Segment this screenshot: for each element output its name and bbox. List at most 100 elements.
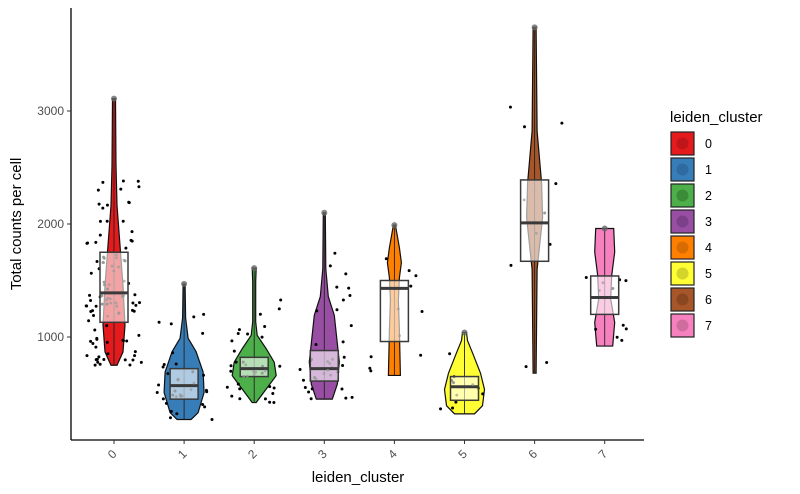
data-point bbox=[624, 279, 628, 283]
data-point bbox=[620, 338, 624, 342]
x-ticks: 0 1 2 3 4 5 6 7 bbox=[105, 440, 610, 462]
data-point bbox=[230, 394, 234, 398]
data-point bbox=[236, 332, 240, 336]
data-point-inner bbox=[189, 388, 193, 392]
data-point bbox=[232, 349, 236, 353]
data-point bbox=[554, 182, 558, 186]
data-point-inner bbox=[122, 258, 126, 262]
data-point bbox=[127, 200, 131, 204]
data-point bbox=[272, 400, 276, 404]
legend-dot-icon bbox=[676, 189, 689, 202]
data-point-inner bbox=[242, 374, 246, 378]
data-point bbox=[263, 325, 267, 329]
data-point bbox=[335, 308, 339, 312]
legend-item-4: 4 bbox=[670, 235, 712, 260]
data-point-inner bbox=[180, 394, 184, 398]
data-point-inner bbox=[455, 393, 459, 397]
data-point bbox=[545, 360, 549, 364]
data-point bbox=[139, 360, 143, 364]
data-point bbox=[121, 338, 125, 342]
box bbox=[239, 356, 269, 378]
data-point-inner bbox=[114, 301, 118, 305]
data-point bbox=[174, 362, 178, 366]
x-tick-label: 3 bbox=[315, 447, 330, 462]
data-point bbox=[87, 319, 91, 323]
outlier-point bbox=[461, 329, 468, 336]
data-point bbox=[205, 390, 209, 394]
data-point bbox=[341, 340, 345, 344]
outlier-point bbox=[251, 265, 258, 272]
data-point bbox=[237, 328, 241, 332]
data-point bbox=[307, 390, 311, 394]
data-point bbox=[615, 335, 619, 339]
data-point bbox=[202, 373, 206, 377]
y-tick-label: 3000 bbox=[37, 104, 64, 118]
data-point bbox=[341, 298, 345, 302]
data-point bbox=[171, 351, 175, 355]
violin-cluster-5 bbox=[439, 329, 486, 415]
violin-cluster-1 bbox=[155, 280, 214, 421]
data-point bbox=[315, 309, 319, 313]
outlier-point bbox=[321, 209, 328, 216]
data-point bbox=[341, 363, 345, 367]
data-point-inner bbox=[122, 294, 126, 297]
data-point bbox=[91, 309, 95, 313]
data-point bbox=[128, 363, 132, 367]
data-point bbox=[314, 342, 318, 346]
data-point bbox=[137, 185, 141, 189]
data-point-inner bbox=[105, 298, 108, 302]
box bbox=[379, 279, 410, 343]
data-point bbox=[133, 354, 137, 358]
data-point bbox=[96, 188, 100, 192]
data-point bbox=[157, 320, 161, 324]
data-point bbox=[133, 350, 137, 354]
data-point bbox=[229, 364, 233, 368]
data-point bbox=[130, 230, 134, 234]
data-point bbox=[277, 307, 281, 311]
data-point bbox=[157, 383, 161, 387]
data-point bbox=[155, 390, 159, 394]
data-point bbox=[134, 303, 138, 307]
data-point bbox=[439, 407, 443, 411]
data-point-inner bbox=[314, 377, 318, 381]
data-point bbox=[454, 400, 458, 404]
legend-item-5: 5 bbox=[670, 261, 712, 286]
data-point-inner bbox=[108, 297, 112, 301]
box bbox=[309, 349, 340, 382]
box bbox=[589, 275, 620, 316]
legend-label: 4 bbox=[705, 241, 712, 255]
data-point-inner bbox=[106, 314, 110, 318]
legend-dot-icon bbox=[676, 163, 689, 176]
data-point bbox=[508, 105, 512, 109]
data-point bbox=[523, 125, 527, 129]
legend-title: leiden_cluster bbox=[670, 109, 763, 126]
data-point bbox=[137, 301, 141, 305]
legend-dot-icon bbox=[676, 319, 689, 332]
violin-cluster-3 bbox=[298, 209, 354, 401]
data-point bbox=[98, 362, 102, 366]
legend: leiden_cluster 0 1 2 3 4 5 6 7 bbox=[670, 109, 763, 338]
legend-dot-icon bbox=[676, 293, 689, 306]
x-tick-label: 1 bbox=[175, 447, 190, 462]
data-point bbox=[263, 397, 267, 401]
data-point bbox=[164, 401, 168, 405]
outlier-point bbox=[531, 24, 538, 31]
outlier-point bbox=[601, 225, 608, 232]
y-axis-title: Total counts per cell bbox=[8, 158, 25, 291]
y-tick-label: 1000 bbox=[37, 330, 64, 344]
data-point bbox=[161, 397, 165, 401]
data-point bbox=[95, 357, 99, 361]
data-point bbox=[584, 275, 588, 279]
data-point bbox=[169, 322, 173, 326]
data-point bbox=[348, 294, 352, 298]
data-point bbox=[98, 219, 102, 223]
data-point-inner bbox=[102, 261, 106, 265]
legend-item-0: 0 bbox=[670, 131, 712, 156]
data-point bbox=[131, 301, 135, 305]
plot-area bbox=[84, 24, 628, 421]
outlier-point bbox=[391, 222, 398, 229]
data-point bbox=[201, 331, 205, 335]
data-point bbox=[124, 246, 128, 250]
data-point bbox=[621, 323, 625, 327]
